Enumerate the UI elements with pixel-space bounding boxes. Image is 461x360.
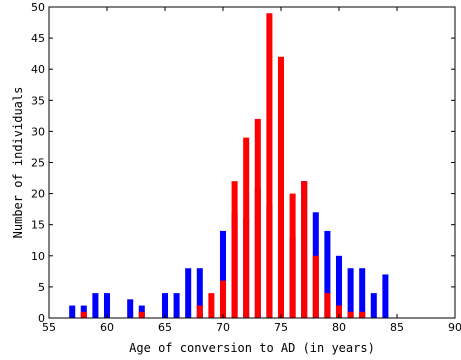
bar-series2-77: [301, 181, 308, 318]
bar-series2-73: [254, 118, 261, 319]
bar-series1-57: [69, 305, 76, 318]
bar-series2-74: [266, 13, 273, 318]
y-tick-label-40: 40: [31, 63, 45, 76]
bar-series2-76: [289, 193, 296, 318]
bar-series2-70: [219, 280, 227, 318]
y-tick-label-50: 50: [31, 1, 45, 14]
x-tick-label-90: 90: [448, 321, 461, 334]
y-tick-label-20: 20: [31, 188, 45, 201]
y-tick-label-30: 30: [31, 125, 45, 138]
y-tick-label-5: 5: [38, 281, 45, 294]
bar-series1-62: [127, 299, 134, 318]
x-tick-label-85: 85: [390, 321, 404, 334]
bar-series2-78: [312, 255, 319, 318]
bar-series1-60: [103, 293, 111, 318]
bar-series1-67: [185, 268, 192, 318]
y-tick-label-10: 10: [31, 250, 45, 263]
bar-series1-82: [359, 268, 366, 318]
x-tick-label-80: 80: [332, 321, 346, 334]
y-axis-label: Number of individuals: [11, 87, 25, 239]
bar-series1-68: [196, 268, 203, 318]
bar-series1-79: [324, 230, 331, 318]
bar-series1-80: [335, 255, 343, 318]
bar-series1-83: [370, 293, 377, 318]
bar-series1-81: [347, 268, 354, 318]
bar-series2-58: [80, 311, 87, 318]
bar-series2-63: [138, 311, 145, 318]
axis-tick-labels: 55 60 65 70 75 80 85 90 0 5 10 15 20 25 30 35 40 45 50: [31, 1, 461, 334]
bar-series1-84: [382, 274, 389, 318]
bar-series1-70: [219, 230, 227, 318]
bar-series2-79: [324, 293, 331, 318]
bar-series2-69: [208, 293, 215, 318]
x-tick-label-75: 75: [274, 321, 288, 334]
bar-series2-72: [243, 137, 250, 318]
y-tick-label-25: 25: [31, 157, 45, 170]
x-tick-label-65: 65: [158, 321, 172, 334]
axis-ticks: [48, 6, 456, 319]
bar-series1-65: [161, 293, 169, 318]
bar-series2-75: [277, 56, 285, 318]
x-axis-label: Age of conversion to AD (in years): [129, 341, 375, 355]
bar-series2-81: [347, 311, 354, 318]
x-tick-label-60: 60: [100, 321, 114, 334]
bar-series2-82: [359, 311, 366, 318]
bars-group: [69, 13, 389, 319]
y-tick-label-45: 45: [31, 32, 45, 45]
bar-series2-71: [231, 181, 238, 318]
y-tick-label-15: 15: [31, 219, 45, 232]
y-tick-label-35: 35: [31, 94, 45, 107]
bar-series1-66: [173, 293, 180, 318]
y-tick-label-0: 0: [38, 312, 45, 325]
bar-series1-59: [92, 293, 99, 318]
x-tick-label-70: 70: [216, 321, 230, 334]
x-tick-label-55: 55: [42, 321, 56, 334]
bar-series2-80: [335, 305, 343, 318]
bar-series2-68: [196, 305, 203, 318]
